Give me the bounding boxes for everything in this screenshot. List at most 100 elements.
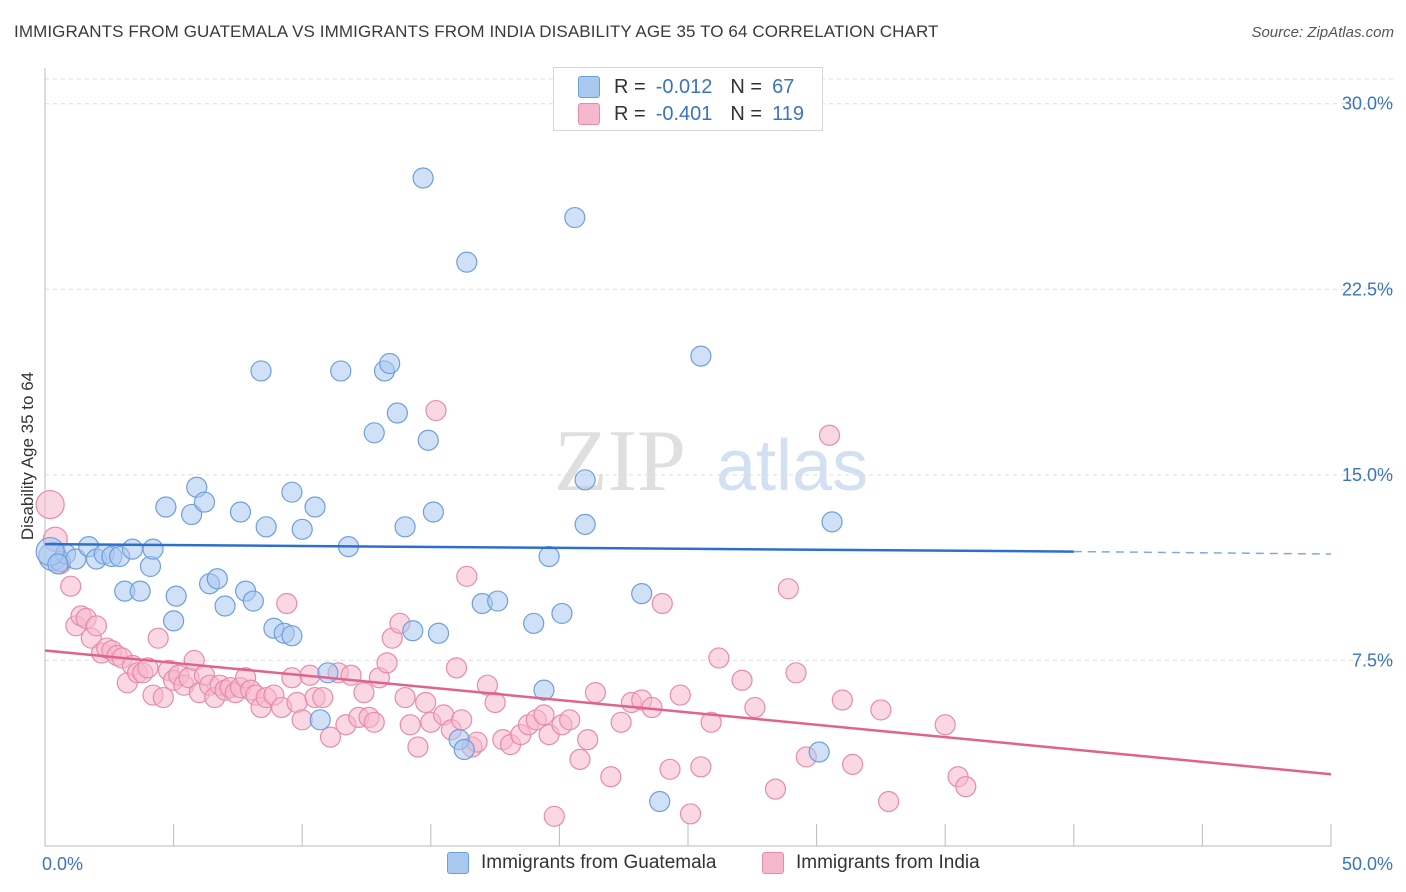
- y-tick-label: 15.0%: [1342, 465, 1393, 485]
- guatemala-point: [533, 679, 555, 701]
- x-tick-label-min: 0.0%: [42, 854, 83, 874]
- india-point: [291, 709, 313, 731]
- guatemala-point: [523, 612, 545, 634]
- legend-r-value: -0.401: [655, 102, 713, 125]
- guatemala-point: [394, 516, 416, 538]
- india-point: [559, 709, 581, 731]
- legend-n-value: 119: [772, 102, 804, 125]
- india-point: [415, 691, 437, 714]
- india-point: [842, 753, 864, 775]
- guatemala-point: [214, 595, 236, 617]
- guatemala-point: [427, 622, 450, 644]
- guatemala-point: [121, 538, 144, 560]
- india-point: [353, 681, 375, 704]
- india-point: [669, 684, 691, 706]
- india-point: [831, 689, 853, 711]
- legend-r-label: R =: [614, 75, 646, 98]
- guatemala-point: [242, 590, 264, 612]
- guatemala-point: [574, 469, 596, 491]
- guatemala-point: [363, 422, 385, 444]
- guatemala-point: [649, 790, 671, 813]
- india-legend-swatch: [762, 852, 784, 874]
- india-point: [394, 686, 416, 709]
- guatemala-point: [155, 496, 177, 518]
- india-swatch: [578, 103, 600, 125]
- india-point: [818, 424, 841, 446]
- stats-legend: R = -0.012 N = 67 R = -0.401 N = 119: [553, 67, 823, 131]
- india-point: [577, 729, 599, 751]
- india-point: [445, 657, 468, 679]
- guatemala-point: [386, 402, 408, 424]
- india-point: [451, 709, 473, 731]
- legend-row-india: R = -0.401 N = 119: [578, 101, 804, 127]
- guatemala-point: [631, 583, 653, 605]
- india-point: [376, 652, 398, 674]
- watermark-atlas: atlas: [716, 426, 868, 506]
- india-point: [543, 805, 565, 827]
- india-point: [600, 766, 622, 788]
- y-axis-title: Disability Age 35 to 64: [18, 372, 37, 540]
- legend-r-value: -0.012: [655, 75, 713, 98]
- legend-item-guatemala[interactable]: Immigrants from Guatemala: [447, 852, 716, 874]
- india-point: [731, 669, 753, 691]
- india-point: [312, 686, 334, 709]
- legend-label-india: Immigrants from India: [796, 852, 980, 873]
- india-point: [85, 615, 108, 637]
- x-tick-label-max: 50.0%: [1342, 854, 1393, 874]
- guatemala-point: [574, 513, 596, 535]
- guatemala-point: [821, 511, 843, 533]
- guatemala-point: [379, 352, 401, 375]
- india-point: [319, 726, 342, 748]
- guatemala-point: [229, 501, 252, 523]
- chart-title: IMMIGRANTS FROM GUATEMALA VS IMMIGRANTS …: [14, 22, 939, 41]
- india-point: [785, 662, 807, 684]
- legend-item-india[interactable]: Immigrants from India: [762, 852, 980, 874]
- india-point: [878, 790, 900, 813]
- india-point: [777, 578, 799, 600]
- india-point: [60, 575, 82, 597]
- india-point: [484, 691, 506, 714]
- india-point: [456, 565, 478, 587]
- guatemala-point: [330, 360, 352, 382]
- watermark-zip: ZIP: [554, 413, 686, 510]
- india-trend-line: [44, 649, 1332, 776]
- india-point: [955, 776, 977, 798]
- guatemala-point: [808, 741, 830, 763]
- india-point: [764, 778, 787, 800]
- india-point: [744, 696, 766, 719]
- guatemala-trend-line: [44, 542, 1074, 553]
- india-point: [690, 756, 712, 778]
- series-legend: Immigrants from Guatemala Immigrants fro…: [0, 848, 1406, 880]
- guatemala-point: [181, 503, 203, 526]
- y-tick-label: 7.5%: [1352, 650, 1393, 670]
- india-point: [137, 657, 159, 679]
- guatemala-point: [422, 501, 444, 523]
- guatemala-point: [317, 662, 339, 684]
- guatemala-point: [690, 345, 712, 367]
- legend-row-guatemala: R = -0.012 N = 67: [578, 74, 794, 100]
- india-point: [934, 714, 956, 736]
- legend-label-guatemala: Immigrants from Guatemala: [481, 852, 717, 873]
- india-point: [407, 736, 429, 758]
- india-point: [476, 674, 498, 696]
- india-point: [700, 711, 722, 733]
- guatemala-series: [35, 167, 843, 813]
- guatemala-point: [281, 481, 303, 503]
- legend-n-value: 67: [772, 75, 795, 98]
- guatemala-point: [564, 206, 586, 229]
- guatemala-legend-swatch: [447, 852, 469, 874]
- india-point: [425, 399, 447, 422]
- guatemala-point: [193, 491, 216, 513]
- india-point: [276, 592, 298, 615]
- legend-n-label: N =: [730, 75, 763, 98]
- india-point: [340, 664, 362, 686]
- india-point: [147, 627, 169, 649]
- guatemala-point: [453, 738, 475, 761]
- india-point: [659, 758, 681, 780]
- india-point: [679, 803, 702, 825]
- guatemala-point: [412, 167, 434, 189]
- india-point: [363, 711, 385, 733]
- y-tick-label: 22.5%: [1342, 279, 1393, 299]
- guatemala-point: [417, 429, 439, 451]
